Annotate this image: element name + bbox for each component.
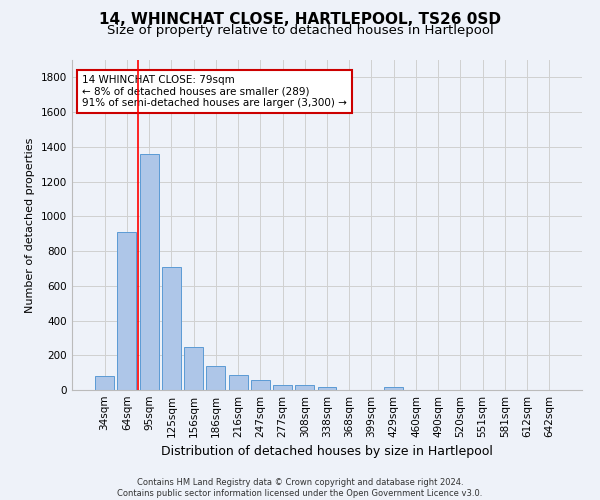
Bar	[162, 266, 181, 390]
Bar	[206, 366, 225, 390]
Text: 14 WHINCHAT CLOSE: 79sqm
← 8% of detached houses are smaller (289)
91% of semi-d: 14 WHINCHAT CLOSE: 79sqm ← 8% of detache…	[82, 75, 347, 108]
Bar	[118, 232, 136, 390]
Bar	[273, 385, 292, 390]
Bar	[295, 385, 314, 390]
Text: Contains HM Land Registry data © Crown copyright and database right 2024.
Contai: Contains HM Land Registry data © Crown c…	[118, 478, 482, 498]
Bar	[184, 346, 203, 390]
Text: 14, WHINCHAT CLOSE, HARTLEPOOL, TS26 0SD: 14, WHINCHAT CLOSE, HARTLEPOOL, TS26 0SD	[99, 12, 501, 28]
Text: Size of property relative to detached houses in Hartlepool: Size of property relative to detached ho…	[107, 24, 493, 37]
Bar	[95, 376, 114, 390]
Bar	[140, 154, 158, 390]
Bar	[251, 380, 270, 390]
Bar	[317, 386, 337, 390]
X-axis label: Distribution of detached houses by size in Hartlepool: Distribution of detached houses by size …	[161, 446, 493, 458]
Bar	[229, 375, 248, 390]
Y-axis label: Number of detached properties: Number of detached properties	[25, 138, 35, 312]
Bar	[384, 386, 403, 390]
